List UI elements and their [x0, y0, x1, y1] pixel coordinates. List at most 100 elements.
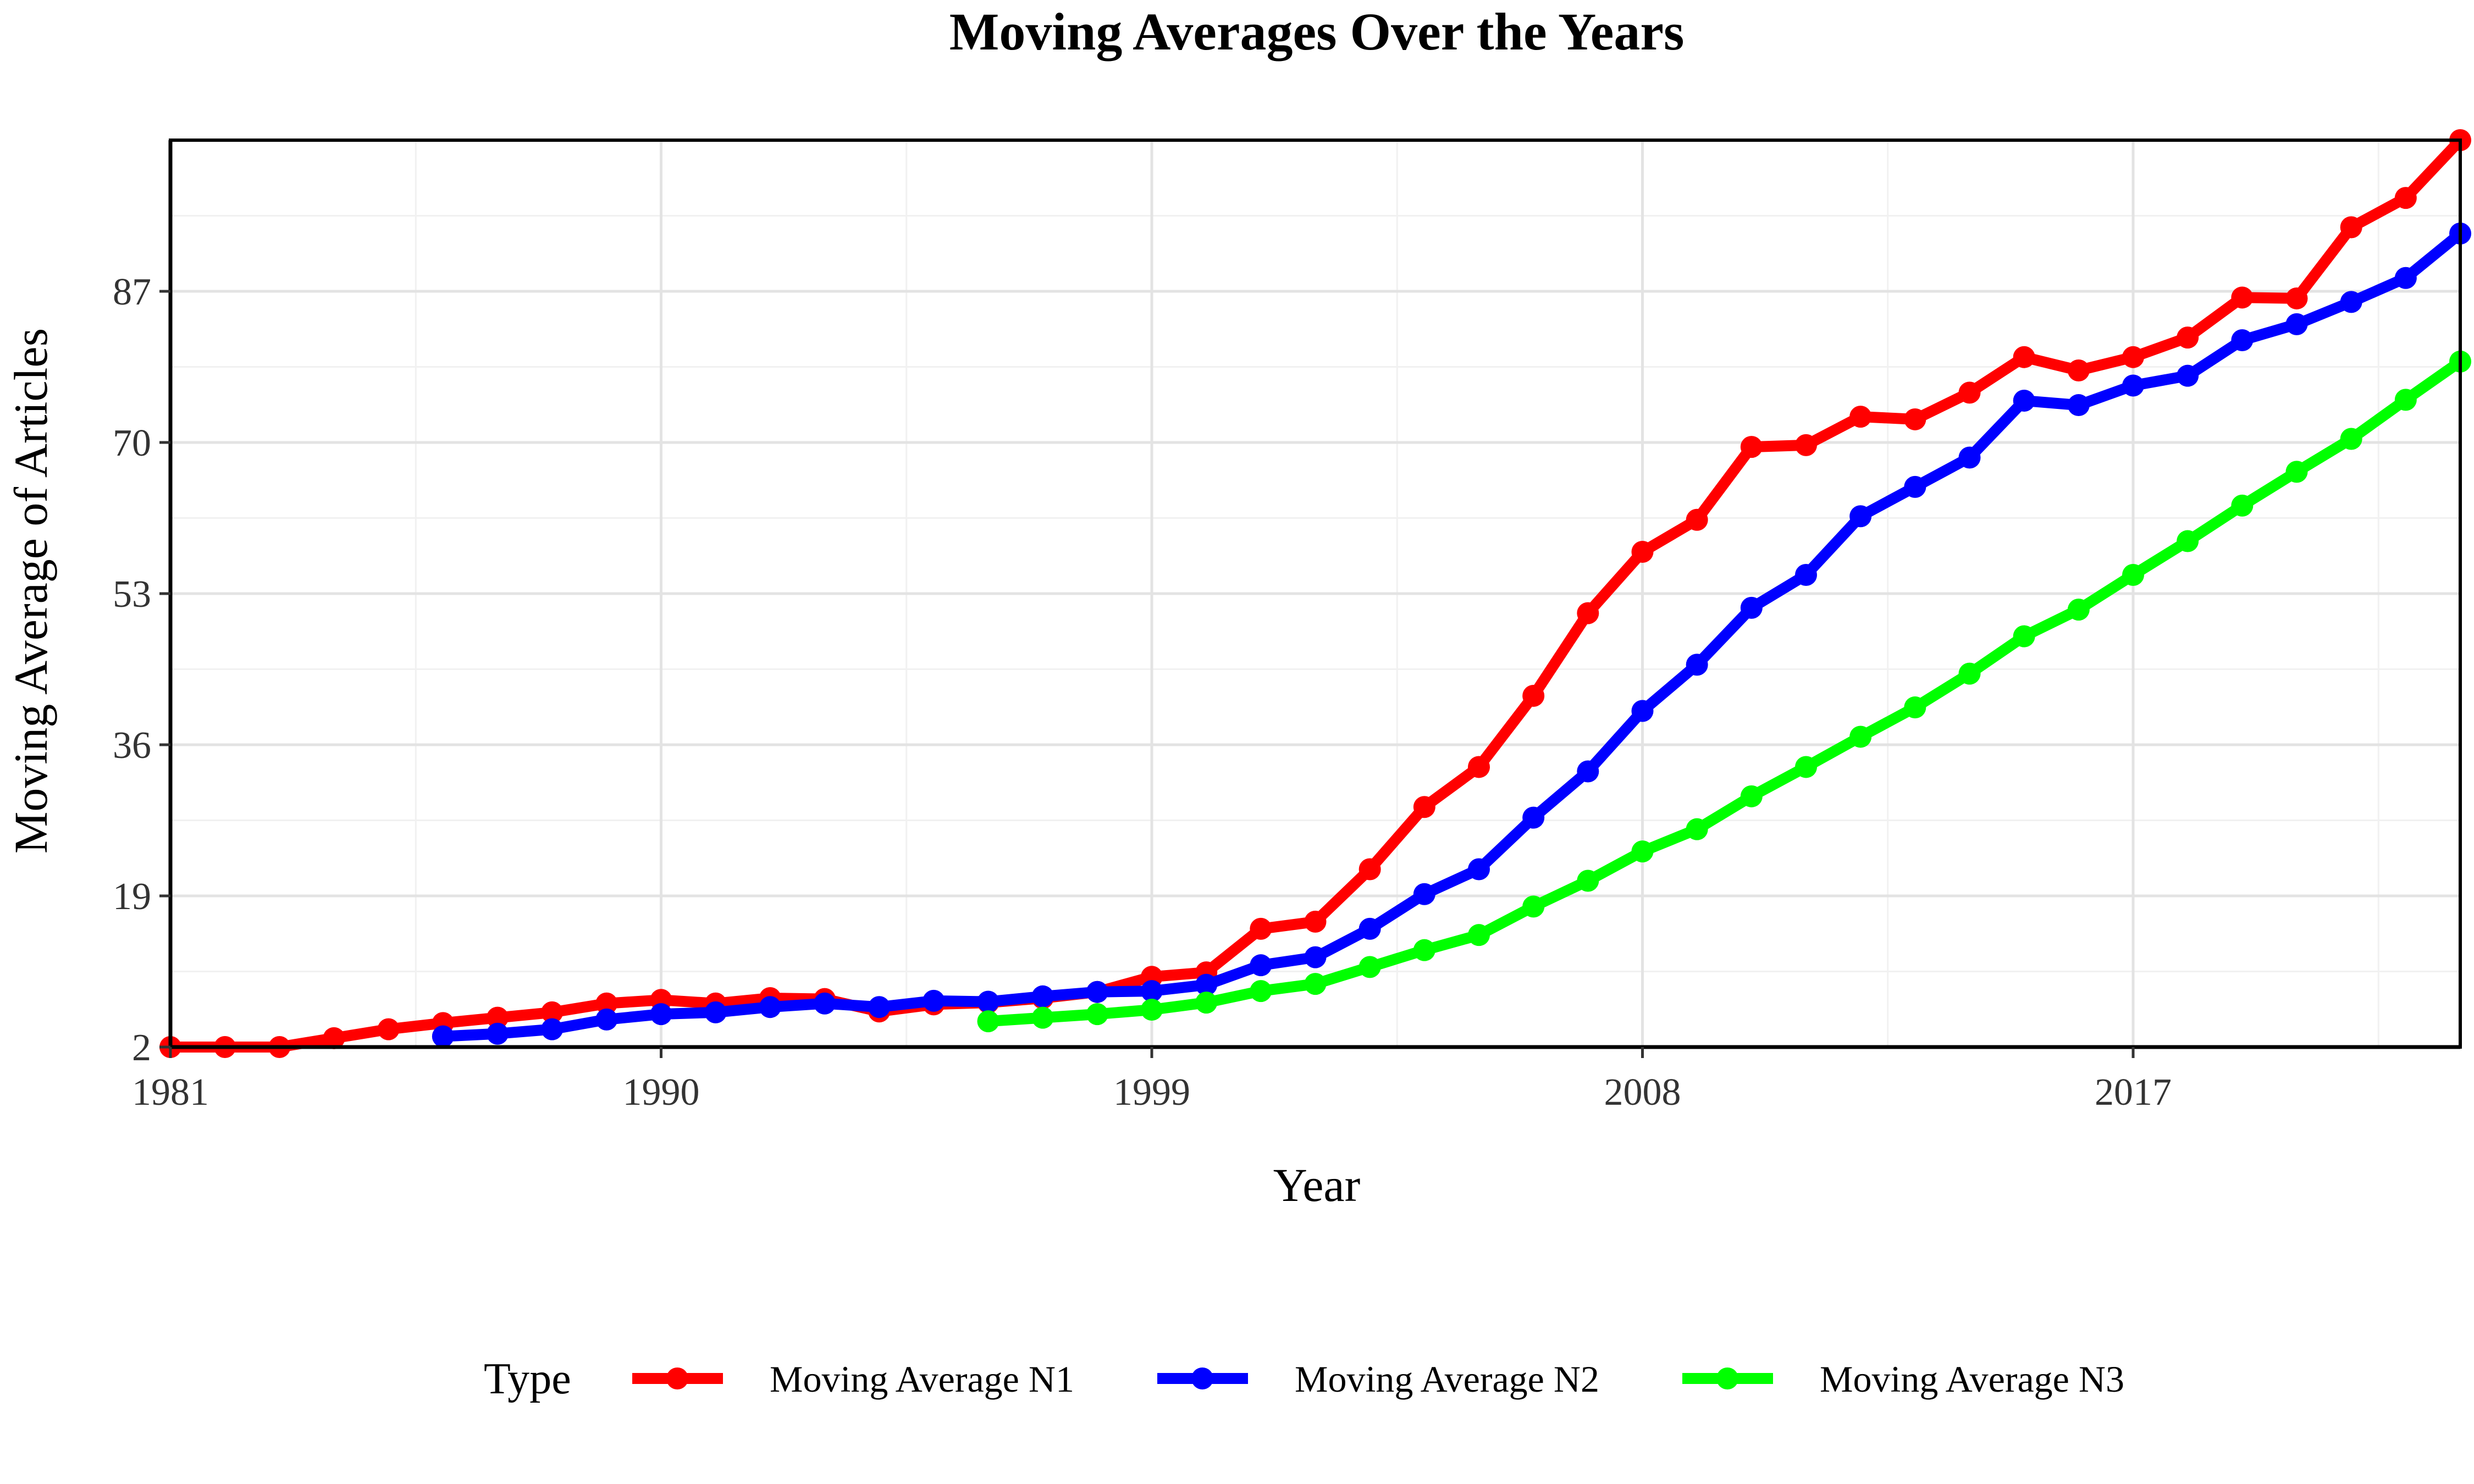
data-point [541, 1001, 564, 1023]
data-point [1904, 696, 1926, 719]
data-point [1522, 806, 1545, 829]
data-point [1740, 785, 1763, 807]
ticks: 1981 1990 1999 2008 2017 2 19 36 53 70 87 [113, 271, 2172, 1114]
data-point [2067, 599, 2090, 621]
data-point [1522, 685, 1545, 707]
data-point [1795, 434, 1817, 456]
legend-item: Moving Average N3 [1682, 1358, 2124, 1400]
x-tick-label: 1981 [132, 1071, 209, 1114]
data-point [2122, 374, 2144, 397]
data-point [1577, 870, 1599, 892]
data-point [487, 1022, 509, 1045]
data-point [1631, 540, 1654, 563]
data-point [1413, 796, 1435, 818]
data-point [595, 992, 618, 1015]
data-point [650, 1003, 672, 1026]
data-point [1195, 992, 1218, 1014]
data-point [2394, 389, 2417, 411]
data-point [1086, 1003, 1108, 1026]
y-tick-label: 19 [113, 876, 151, 918]
data-point [977, 990, 999, 1013]
data-point [868, 996, 891, 1018]
data-point [2394, 267, 2417, 289]
legend-item: Moving Average N1 [632, 1358, 1074, 1400]
data-point [1359, 956, 1381, 978]
data-point [1086, 981, 1108, 1003]
data-point [1631, 840, 1654, 863]
data-point [1958, 381, 1981, 404]
data-point [977, 1010, 999, 1033]
data-point [1686, 818, 1708, 840]
data-point [1849, 505, 1872, 528]
data-point [2122, 346, 2144, 368]
data-point [2122, 564, 2144, 586]
data-point [432, 1025, 454, 1048]
data-point [2177, 326, 2199, 349]
x-tick-label: 1990 [623, 1071, 700, 1114]
legend-swatch-point [1716, 1367, 1738, 1389]
data-point [1577, 760, 1599, 783]
y-tick-label: 2 [132, 1027, 151, 1069]
data-point [759, 996, 781, 1018]
data-point [1904, 408, 1926, 430]
chart-title: Moving Averages Over the Years [949, 2, 1685, 61]
data-point [1304, 910, 1327, 933]
y-tick-label: 36 [113, 724, 151, 767]
data-point [2340, 291, 2362, 313]
data-point [1849, 726, 1872, 748]
legend-item: Moving Average N2 [1157, 1358, 1599, 1400]
legend-swatch-point [1191, 1367, 1213, 1389]
y-tick-label: 70 [113, 422, 151, 464]
data-point [2340, 428, 2362, 450]
data-point [1849, 406, 1872, 428]
data-point [1740, 596, 1763, 619]
data-point [2285, 461, 2308, 483]
data-point [1031, 1006, 1054, 1029]
data-point [595, 1008, 618, 1031]
series-line [982, 356, 2466, 1027]
data-point [1031, 985, 1054, 1007]
data-point [1250, 980, 1272, 1003]
data-point [1195, 973, 1218, 996]
data-point [1958, 446, 1981, 469]
data-point [1250, 954, 1272, 977]
series-2 [432, 222, 2471, 1048]
data-point [1468, 858, 1490, 881]
data-point [1141, 980, 1163, 1003]
data-point [923, 989, 945, 1012]
data-point [2177, 530, 2199, 552]
data-point [2285, 313, 2308, 335]
legend: Type Moving Average N1 Moving Average N2 M… [484, 1355, 2124, 1403]
data-point [487, 1006, 509, 1029]
data-point [1304, 973, 1327, 995]
data-point [2340, 216, 2362, 239]
data-point [814, 992, 836, 1015]
legend-label: Moving Average N1 [770, 1358, 1074, 1400]
data-point [1631, 700, 1654, 722]
y-axis-title: Moving Average of Articles [4, 328, 57, 854]
data-point [1359, 858, 1381, 881]
data-point [1468, 924, 1490, 946]
data-point [1686, 508, 1708, 531]
data-point [2013, 625, 2035, 647]
data-point [377, 1018, 400, 1040]
data-point [2231, 494, 2254, 517]
series-layer [159, 129, 2471, 1058]
x-tick-label: 2017 [2095, 1071, 2172, 1114]
legend-swatch-point [666, 1367, 688, 1389]
data-point [1359, 917, 1381, 940]
data-point [1795, 756, 1817, 778]
y-tick-label: 53 [113, 573, 151, 616]
data-point [1413, 883, 1435, 905]
data-point [2067, 394, 2090, 417]
data-point [1413, 939, 1435, 961]
y-tick-label: 87 [113, 271, 151, 313]
legend-label: Moving Average N2 [1295, 1358, 1599, 1400]
data-point [1686, 654, 1708, 676]
legend-title: Type [484, 1355, 571, 1403]
data-point [1958, 662, 1981, 685]
legend-label: Moving Average N3 [1820, 1358, 2124, 1400]
data-point [2231, 329, 2254, 351]
data-point [2177, 364, 2199, 387]
